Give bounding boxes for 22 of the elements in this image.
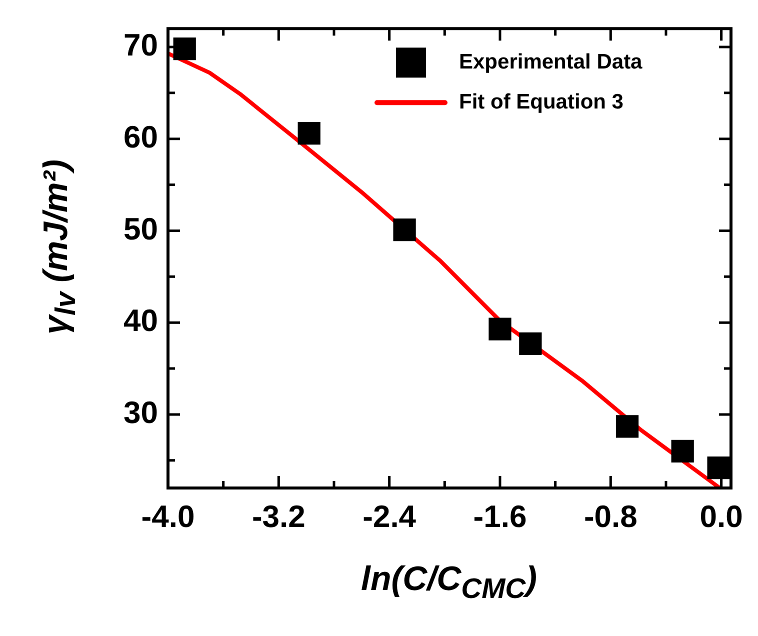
point [707, 456, 730, 480]
point [671, 440, 694, 463]
x-tick-label: 0.0 [700, 499, 743, 534]
x-tick-label: -3.2 [252, 499, 306, 534]
point [173, 38, 196, 60]
x-tick-label: -4.0 [141, 499, 195, 534]
legend-label: Experimental Data [459, 50, 643, 74]
point [298, 122, 320, 145]
point [519, 332, 542, 356]
y-tick-label: 70 [124, 28, 158, 63]
legend-label: Fit of Equation 3 [459, 90, 624, 114]
y-tick-label: 30 [124, 395, 158, 430]
x-tick-label: -0.8 [584, 499, 638, 534]
x-axis-title: ln(C/C$_{CMC}$) [361, 560, 537, 606]
x-tick-label: -1.6 [473, 499, 527, 534]
point [393, 218, 416, 242]
y-tick-label: 60 [124, 119, 158, 154]
point [488, 318, 512, 340]
point [616, 415, 639, 438]
x-tick-label: -2.4 [362, 499, 417, 534]
y-tick-label: 40 [124, 303, 158, 338]
y-tick-label: 50 [124, 211, 158, 246]
